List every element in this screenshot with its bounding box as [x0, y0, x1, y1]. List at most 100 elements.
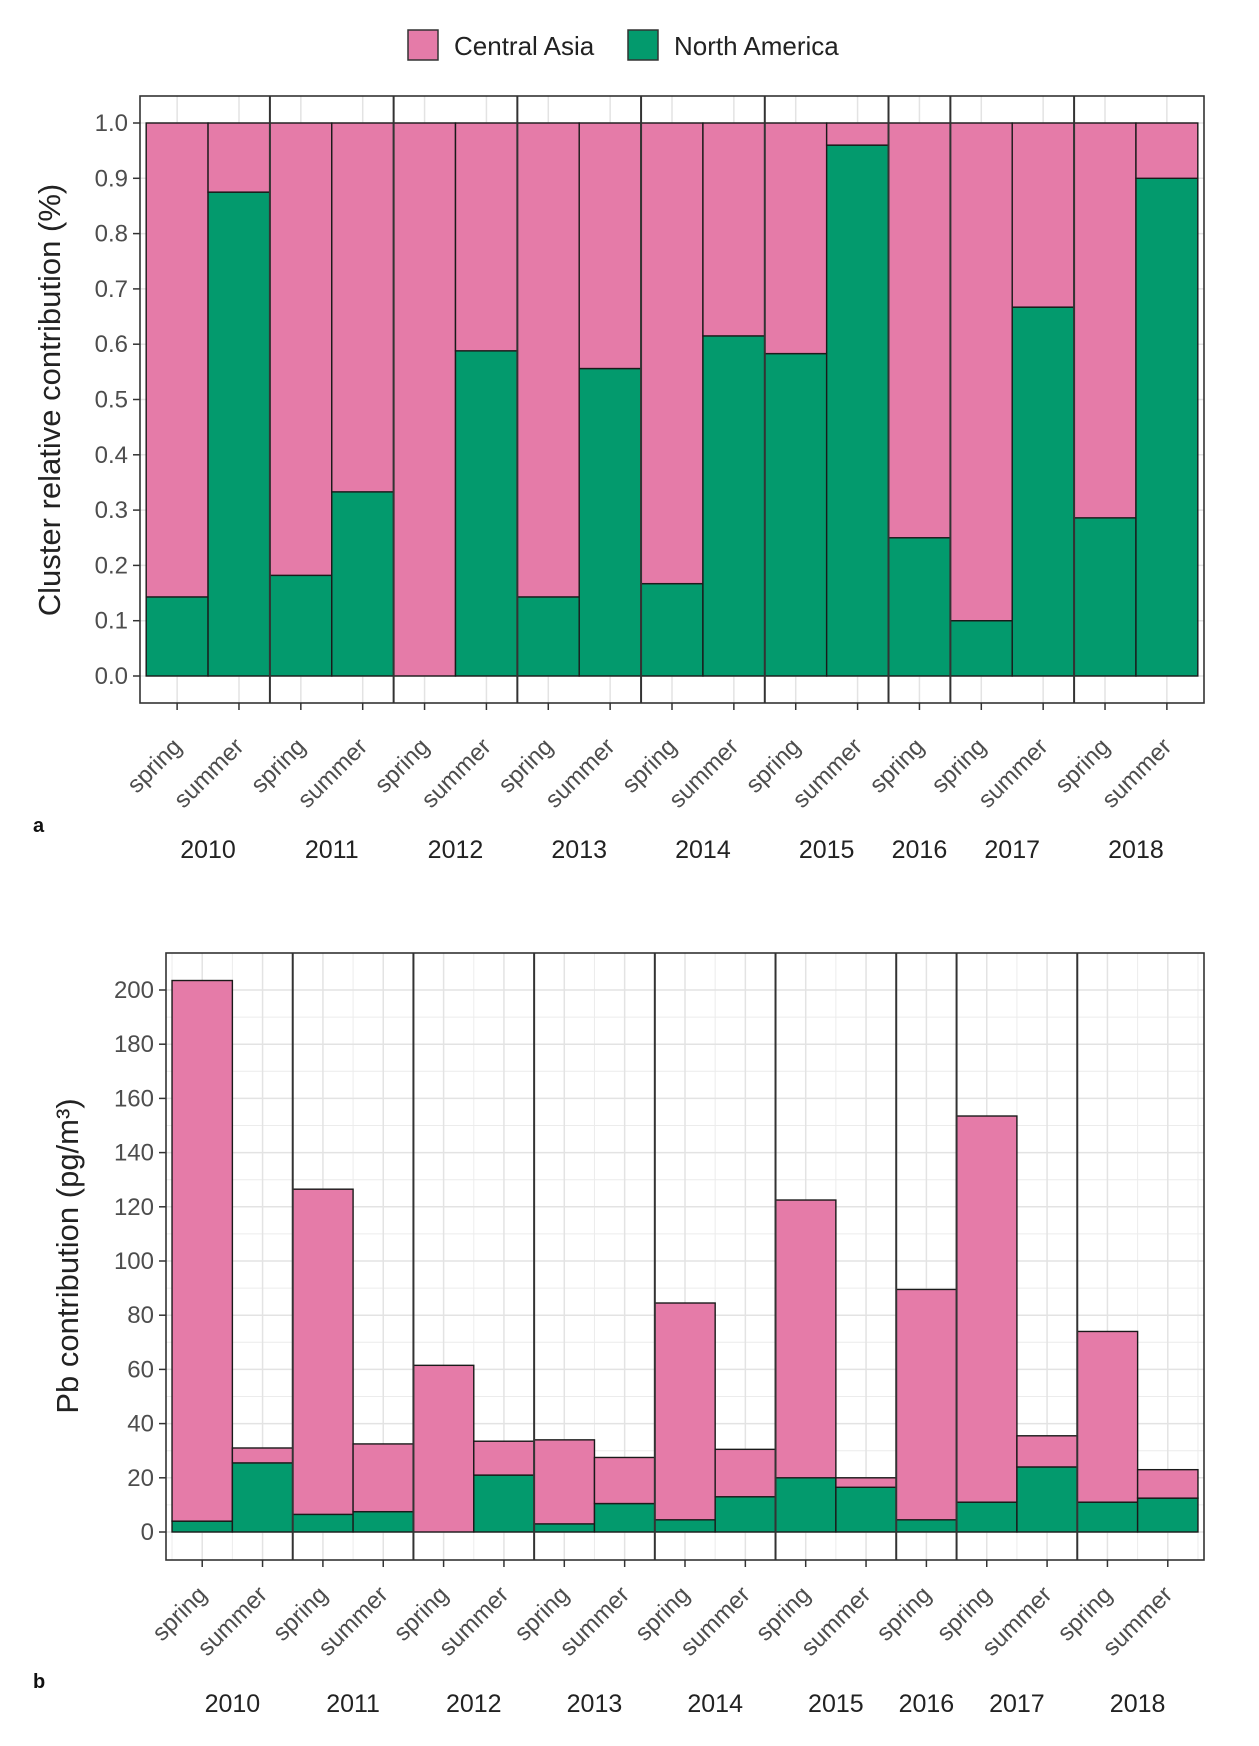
- y-tick-label: 40: [127, 1411, 154, 1438]
- x-tick-label-season: summer: [416, 733, 496, 813]
- year-label-2015: 2015: [799, 836, 855, 864]
- y-tick-label: 60: [127, 1356, 154, 1383]
- year-label-2016: 2016: [899, 1690, 955, 1718]
- bar-north-america-2017-summer: [1011, 306, 1075, 677]
- panel-letter: b: [33, 1671, 45, 1693]
- x-tick-label-season: summer: [1097, 733, 1177, 813]
- y-tick-label: 100: [114, 1248, 154, 1275]
- year-label-2016: 2016: [892, 836, 948, 864]
- x-tick-label-season: summer: [293, 733, 373, 813]
- bar-central-asia-2013-spring: [533, 1439, 596, 1525]
- y-tick-label: 20: [127, 1465, 154, 1492]
- bar-central-asia-2010-spring: [171, 979, 234, 1522]
- year-separators: [268, 96, 1076, 703]
- bar-north-america-2011-summer: [352, 1510, 415, 1533]
- year-label-2014: 2014: [675, 836, 731, 864]
- year-label-2017: 2017: [989, 1690, 1045, 1718]
- bar-central-asia-2011-summer: [331, 122, 395, 493]
- bar-north-america-2012-summer: [473, 1474, 535, 1533]
- y-axis-title: Cluster relative contribution (%): [32, 184, 67, 616]
- bar-central-asia-2014-summer: [714, 1448, 777, 1498]
- year-label-2010: 2010: [180, 836, 236, 864]
- x-tick-label-season: spring: [871, 1581, 936, 1646]
- bar-central-asia-2010-spring: [145, 122, 209, 598]
- x-tick-label-season: summer: [664, 733, 744, 813]
- bar-central-asia-2013-summer: [578, 122, 642, 370]
- bar-central-asia-2017-spring: [955, 1115, 1018, 1503]
- bar-north-america-2013-summer: [593, 1502, 656, 1533]
- year-labels: 2010 2011 2012 2013 2014 2015 2016 2017 2018: [205, 1690, 1166, 1718]
- year-label-2011: 2011: [326, 1690, 380, 1718]
- bar-central-asia-2012-summer: [473, 1440, 535, 1476]
- bar-north-america-2010-spring: [171, 1520, 234, 1533]
- y-tick-label: 1.0: [95, 110, 128, 137]
- y-tick-label: 0.8: [95, 221, 128, 248]
- bar-central-asia-2011-spring: [292, 1188, 354, 1516]
- bar-central-asia-2015-spring: [764, 122, 828, 355]
- bar-north-america-2011-spring: [269, 574, 333, 677]
- bar-north-america-2018-spring: [1076, 1501, 1139, 1533]
- y-tick-label: 120: [114, 1194, 154, 1221]
- x-axis: springsummerspringsummerspringsummerspri…: [122, 703, 1177, 814]
- bar-north-america-2016-spring: [895, 1519, 958, 1533]
- year-label-2017: 2017: [984, 836, 1040, 864]
- bar-north-america-2015-summer: [835, 1486, 897, 1533]
- bar-north-america-2018-spring: [1073, 517, 1137, 677]
- bar-north-america-2014-spring: [640, 582, 704, 677]
- bar-central-asia-2017-summer: [1016, 1435, 1078, 1468]
- y-tick-label: 0.7: [95, 276, 128, 303]
- bar-central-asia-2010-summer: [231, 1447, 294, 1464]
- year-label-2013: 2013: [551, 836, 607, 864]
- bar-north-america-2011-summer: [331, 491, 395, 677]
- year-label-2014: 2014: [687, 1690, 743, 1718]
- year-label-2013: 2013: [567, 1690, 623, 1718]
- y-tick-label: 0.2: [95, 552, 128, 579]
- bar-north-america-2014-spring: [654, 1519, 716, 1533]
- bar-north-america-2015-spring: [764, 352, 828, 677]
- bar-north-america-2017-spring: [955, 1501, 1018, 1533]
- bar-central-asia-2012-summer: [454, 122, 519, 352]
- y-tick-label: 140: [114, 1140, 154, 1167]
- bar-central-asia-2017-spring: [949, 122, 1013, 622]
- y-tick-label: 0.3: [95, 497, 128, 524]
- year-label-2012: 2012: [428, 836, 484, 864]
- bar-central-asia-2012-spring: [412, 1364, 475, 1533]
- x-axis: springsummerspringsummerspringsummerspri…: [147, 1560, 1178, 1662]
- bar-central-asia-2014-summer: [702, 122, 766, 337]
- year-label-2018: 2018: [1108, 836, 1164, 864]
- y-tick-label: 0.1: [95, 608, 128, 635]
- year-label-2010: 2010: [205, 1690, 261, 1718]
- y-tick-label: 180: [114, 1031, 154, 1058]
- x-tick-label-season: spring: [864, 733, 929, 798]
- bar-north-america-2015-spring: [774, 1477, 837, 1533]
- legend: Central Asia North America: [407, 29, 839, 61]
- legend-swatch-central-asia: [407, 29, 439, 61]
- bar-central-asia-2015-spring: [774, 1199, 837, 1479]
- y-axis-title: Pb contribution (pg/m³): [50, 1098, 85, 1413]
- x-tick-label-season: summer: [787, 733, 867, 813]
- bar-north-america-2018-summer: [1135, 177, 1199, 677]
- bars: [171, 979, 1199, 1533]
- y-tick-label: 200: [114, 977, 154, 1004]
- y-tick-label: 0.4: [95, 442, 128, 469]
- y-tick-label: 0.0: [95, 663, 128, 690]
- y-tick-label: 0.5: [95, 387, 128, 414]
- bar-central-asia-2010-summer: [207, 122, 271, 193]
- bar-north-america-2017-summer: [1016, 1466, 1078, 1533]
- bar-north-america-2010-summer: [231, 1462, 294, 1533]
- bar-north-america-2010-summer: [207, 191, 271, 677]
- bar-central-asia-2014-spring: [654, 1302, 716, 1521]
- bars: [145, 122, 1199, 677]
- bar-central-asia-2018-summer: [1136, 1468, 1199, 1499]
- legend-label-north-america: North America: [674, 31, 839, 61]
- bar-north-america-2013-summer: [578, 367, 642, 677]
- y-tick-label: 0.6: [95, 331, 128, 358]
- bar-central-asia-2016-spring: [887, 122, 952, 539]
- bar-central-asia-2011-summer: [352, 1443, 415, 1513]
- bar-north-america-2014-summer: [702, 335, 766, 677]
- bar-central-asia-2013-summer: [593, 1456, 656, 1505]
- x-tick-label-season: summer: [169, 733, 249, 813]
- bar-central-asia-2018-spring: [1073, 122, 1137, 519]
- panel-a-relative-contribution: 0.0 0.1 0.2 0.3 0.4 0.5 0.6 0.7 0.8 0.9 1.0 Cluster…: [32, 95, 1205, 864]
